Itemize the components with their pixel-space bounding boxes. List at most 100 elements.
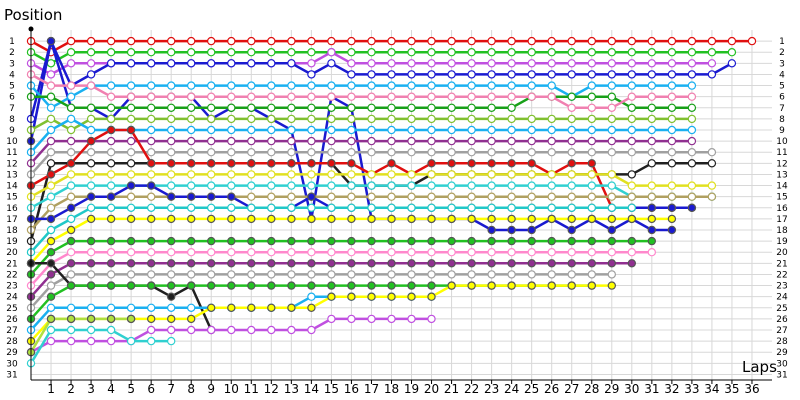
data-point: [367, 125, 376, 135]
data-point: [146, 214, 156, 224]
series-22: [26, 247, 657, 290]
data-point: [46, 281, 56, 290]
data-point: [367, 314, 376, 324]
x-tick-label: 19: [404, 382, 419, 396]
data-point: [347, 81, 356, 90]
data-point: [347, 159, 356, 168]
data-point: [186, 314, 196, 324]
data-point: [146, 181, 156, 190]
x-tick-label: 1: [47, 382, 55, 396]
data-point: [507, 92, 516, 101]
data-point: [587, 259, 597, 268]
data-point: [407, 247, 416, 257]
data-point: [567, 114, 576, 124]
data-point: [146, 170, 156, 179]
data-point: [667, 81, 677, 90]
data-point: [367, 181, 376, 190]
data-point: [166, 325, 176, 335]
data-point: [247, 259, 256, 268]
y-tick-label-right: 9: [779, 126, 785, 136]
data-point: [287, 281, 296, 290]
data-point: [206, 147, 216, 157]
y-tick-label-right: 23: [776, 282, 787, 292]
data-point: [367, 270, 376, 279]
data-point: [347, 259, 356, 268]
data-point: [687, 192, 697, 201]
data-point: [347, 147, 356, 157]
data-point: [86, 281, 96, 290]
y-tick-label: 13: [6, 170, 17, 180]
data-point: [66, 125, 76, 135]
data-point: [307, 259, 316, 268]
data-point: [166, 81, 176, 90]
data-point: [146, 192, 156, 201]
data-point: [307, 70, 316, 79]
data-point: [527, 92, 536, 101]
data-point: [687, 48, 697, 57]
data-point: [587, 36, 597, 46]
data-point: [347, 170, 356, 179]
y-tick-label: 2: [9, 48, 15, 58]
data-point: [447, 147, 456, 157]
data-point: [647, 192, 657, 201]
data-point: [587, 236, 597, 246]
data-point: [447, 270, 456, 279]
data-point: [707, 70, 717, 79]
data-point: [567, 225, 576, 235]
data-point: [587, 270, 597, 279]
data-point: [166, 36, 176, 46]
y-tick-label: 8: [9, 115, 15, 125]
data-point: [307, 159, 316, 168]
x-tick-label: 16: [344, 382, 359, 396]
data-point: [547, 192, 556, 201]
data-point: [447, 281, 456, 290]
data-point: [547, 147, 556, 157]
data-point: [267, 214, 276, 224]
y-tick-label: 29: [6, 348, 18, 358]
data-point: [146, 125, 156, 135]
data-point: [206, 247, 216, 257]
data-point: [427, 147, 436, 157]
data-point: [166, 214, 176, 224]
data-point: [567, 103, 576, 113]
data-point: [206, 125, 216, 135]
data-point: [106, 314, 116, 324]
data-point: [206, 59, 216, 68]
data-point: [126, 336, 136, 346]
data-point: [267, 59, 276, 68]
data-point: [186, 270, 196, 279]
data-point: [287, 247, 296, 257]
data-point: [186, 159, 196, 168]
data-point: [146, 48, 156, 57]
y-tick-label: 11: [6, 148, 17, 158]
data-point: [667, 59, 677, 68]
data-point: [687, 92, 697, 101]
data-point: [507, 147, 516, 157]
data-point: [407, 48, 416, 57]
data-point: [86, 314, 96, 324]
data-point: [407, 59, 416, 68]
x-tick-label: 2: [67, 382, 75, 396]
data-point: [307, 103, 316, 113]
data-point: [687, 125, 697, 135]
data-point: [267, 170, 276, 179]
data-point: [367, 247, 376, 257]
data-point: [206, 48, 216, 57]
data-point: [126, 236, 136, 246]
data-point: [507, 81, 516, 90]
data-point: [146, 336, 156, 346]
data-point: [327, 114, 336, 124]
y-tick-label: 3: [9, 59, 15, 69]
data-point: [707, 48, 717, 57]
data-point: [287, 203, 296, 212]
data-point: [287, 192, 296, 201]
x-tick-label: 15: [324, 382, 339, 396]
data-point: [427, 114, 436, 124]
data-point: [687, 59, 697, 68]
data-point: [186, 281, 196, 290]
x-tick-label: 27: [564, 382, 579, 396]
data-point: [687, 70, 697, 79]
data-point: [367, 81, 376, 90]
data-point: [427, 103, 436, 113]
x-tick-label: 11: [244, 382, 259, 396]
